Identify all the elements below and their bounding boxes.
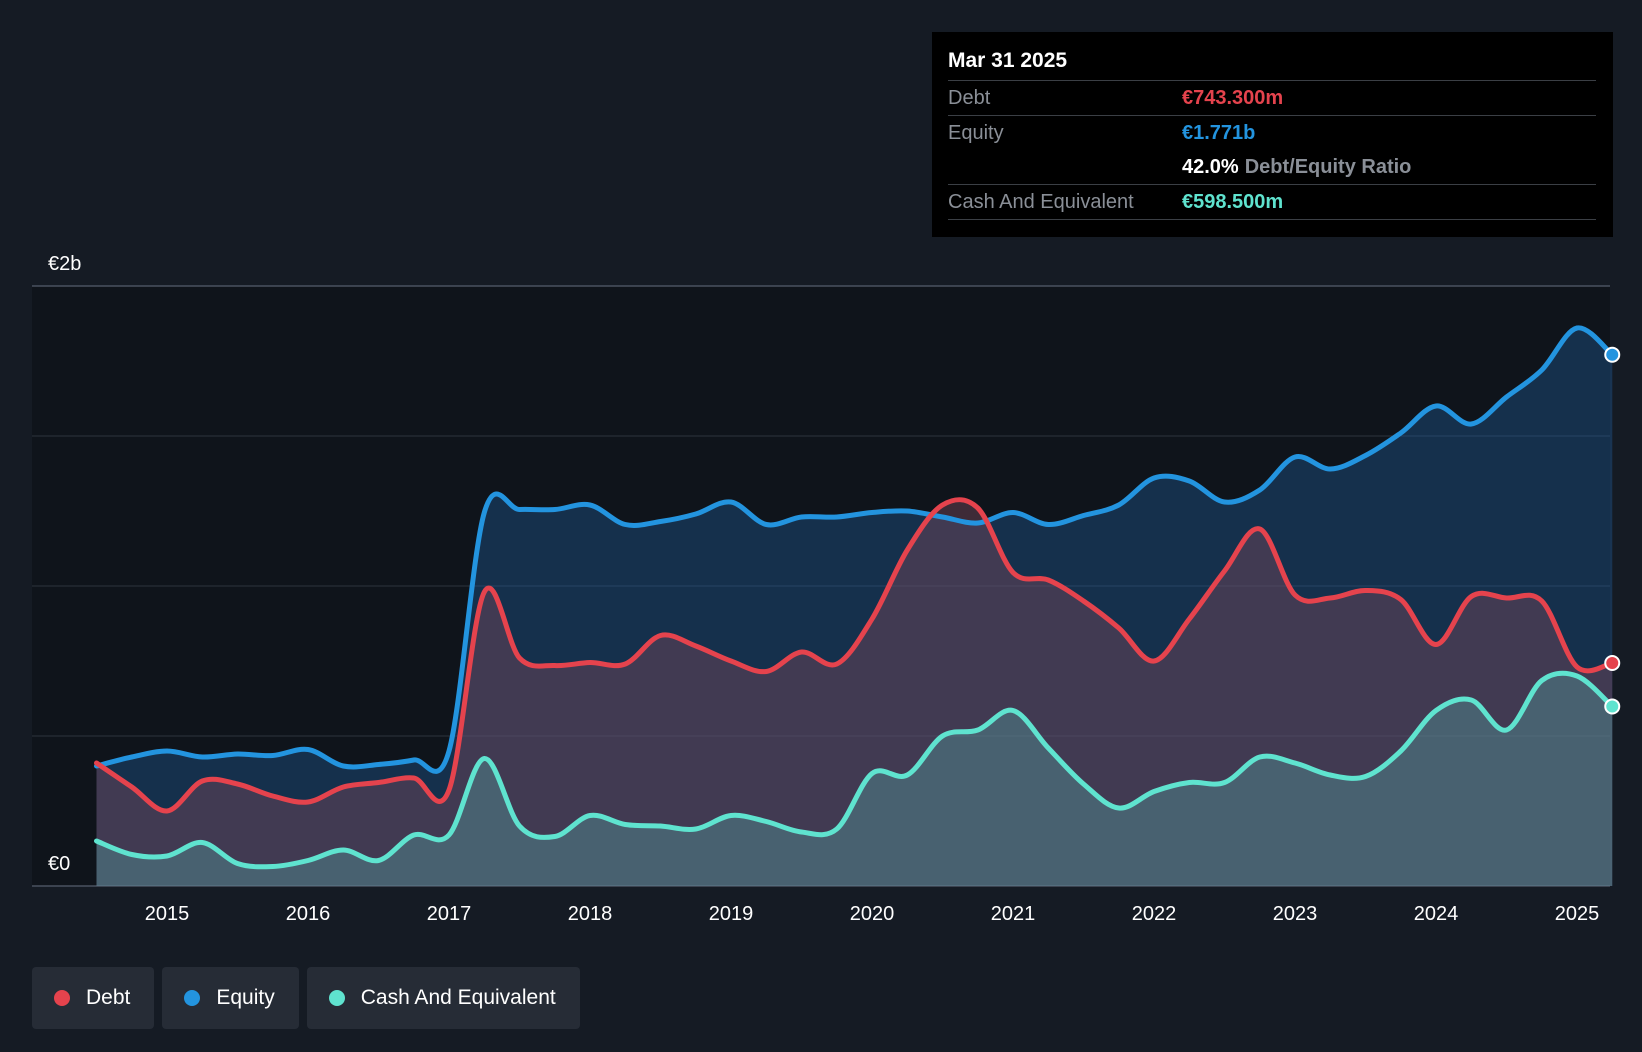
legend-label: Debt xyxy=(86,986,131,1009)
area-equity xyxy=(96,327,1613,887)
line-equity xyxy=(94,325,1615,774)
area-debt xyxy=(96,499,1613,886)
tooltip-ratio-label: Debt/Equity Ratio xyxy=(1244,156,1412,178)
area-cash-and-equivalent xyxy=(96,673,1613,886)
x-axis-ticks: 2015 2016 2017 2018 2019 2020 2021 2022 2023 2024… xyxy=(145,903,1600,925)
y-tick-label: €0 xyxy=(48,853,70,875)
tooltip-row-ratio: 42.0% Debt/Equity Ratio xyxy=(948,150,1596,184)
tooltip-debt-label: Debt xyxy=(948,87,991,109)
x-tick-label: 2025 xyxy=(1555,903,1600,925)
x-tick-label: 2024 xyxy=(1414,903,1459,925)
series-areas xyxy=(96,327,1613,887)
line-debt xyxy=(94,497,1615,814)
legend-item-cash[interactable]: Cash And Equivalent xyxy=(306,967,580,1029)
gridlines xyxy=(32,285,1610,887)
x-tick-label: 2017 xyxy=(427,903,472,925)
legend-item-equity[interactable]: Equity xyxy=(162,967,299,1029)
line-cash-and-equivalent xyxy=(94,670,1615,870)
series-lines xyxy=(94,325,1615,870)
tooltip-row-equity: Equity €1.771b xyxy=(948,115,1596,150)
y-tick-label: €2b xyxy=(48,253,81,275)
tooltip-row-debt: Debt €743.300m xyxy=(948,80,1596,115)
series-endpoints xyxy=(1604,346,1621,715)
tooltip-panel: Mar 31 2025 Debt €743.300m Equity €1.771… xyxy=(932,32,1613,237)
tooltip-row-cash: Cash And Equivalent €598.500m xyxy=(948,184,1596,220)
x-tick-label: 2019 xyxy=(709,903,754,925)
x-tick-label: 2016 xyxy=(286,903,331,925)
endpoint-cash-and-equivalent xyxy=(1604,698,1621,715)
endpoint-equity xyxy=(1604,346,1621,363)
tooltip-equity-label: Equity xyxy=(948,122,1004,144)
legend-dot-icon xyxy=(184,990,201,1006)
tooltip-cash-value: €598.500m xyxy=(1182,191,1284,213)
legend-item-debt[interactable]: Debt xyxy=(32,967,155,1029)
endpoint-debt xyxy=(1604,655,1621,672)
tooltip-cash-label: Cash And Equivalent xyxy=(948,191,1134,213)
tooltip-ratio-value: 42.0% xyxy=(1182,156,1239,178)
x-tick-label: 2022 xyxy=(1132,903,1177,925)
y-axis-ticks: €0 €2b xyxy=(48,253,81,875)
x-tick-label: 2021 xyxy=(991,903,1036,925)
legend-label: Cash And Equivalent xyxy=(360,986,556,1009)
legend-dot-icon xyxy=(328,990,345,1006)
legend: Debt Equity Cash And Equivalent xyxy=(32,967,580,1029)
x-tick-label: 2023 xyxy=(1273,903,1318,925)
tooltip-debt-value: €743.300m xyxy=(1182,87,1284,109)
legend-dot-icon xyxy=(54,990,70,1006)
tooltip-date: Mar 31 2025 xyxy=(948,49,1068,72)
x-tick-label: 2018 xyxy=(568,903,613,925)
legend-label: Equity xyxy=(216,986,275,1009)
x-tick-label: 2015 xyxy=(145,903,190,925)
x-tick-label: 2020 xyxy=(850,903,895,925)
tooltip-equity-value: €1.771b xyxy=(1182,122,1256,144)
